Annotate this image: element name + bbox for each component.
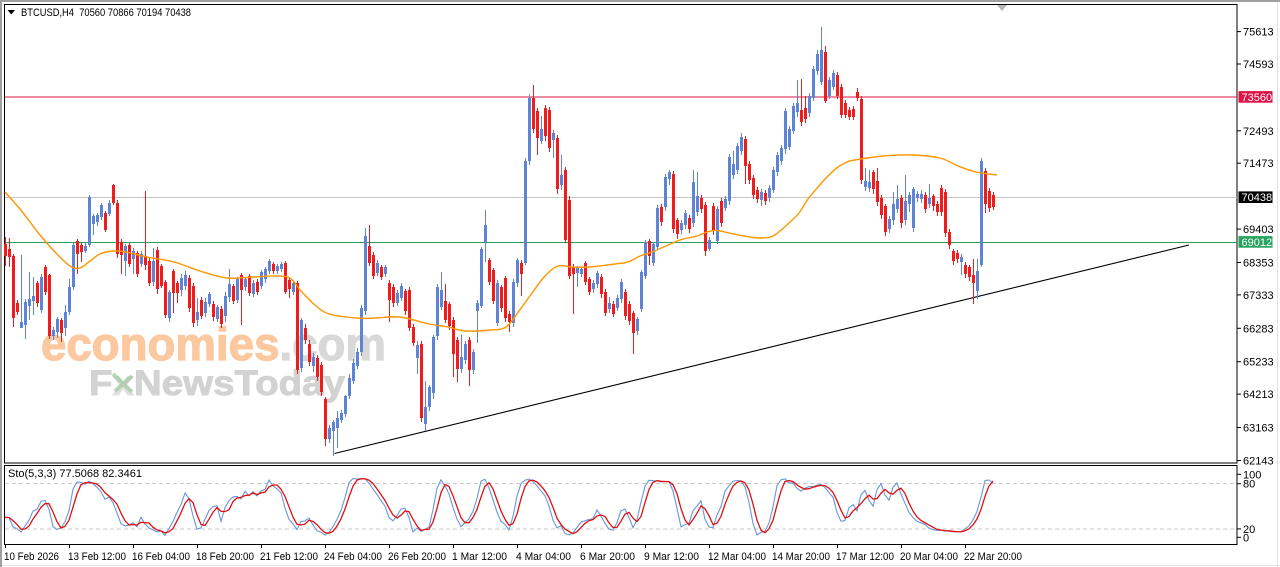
svg-text:63163: 63163 <box>1243 423 1274 435</box>
svg-text:9 Mar 12:00: 9 Mar 12:00 <box>644 551 699 563</box>
svg-text:6 Mar 20:00: 6 Mar 20:00 <box>580 551 635 563</box>
svg-text:80: 80 <box>1243 479 1255 491</box>
svg-text:economies.com: economies.com <box>41 318 386 370</box>
svg-text:22 Mar 20:00: 22 Mar 20:00 <box>964 551 1022 563</box>
svg-text:20: 20 <box>1243 524 1255 536</box>
svg-text:16 Feb 04:00: 16 Feb 04:00 <box>132 551 190 563</box>
svg-text:100: 100 <box>1243 469 1261 481</box>
svg-text:68353: 68353 <box>1243 258 1274 270</box>
svg-text:75613: 75613 <box>1243 27 1274 39</box>
svg-text:21 Feb 12:00: 21 Feb 12:00 <box>260 551 318 563</box>
svg-text:64213: 64213 <box>1243 389 1274 401</box>
svg-text:17 Mar 12:00: 17 Mar 12:00 <box>836 551 894 563</box>
svg-text:10 Feb 2026: 10 Feb 2026 <box>4 551 59 563</box>
svg-text:4 Mar 04:00: 4 Mar 04:00 <box>516 551 571 563</box>
svg-text:69012: 69012 <box>1242 237 1273 249</box>
svg-text:65233: 65233 <box>1243 357 1274 369</box>
svg-text:66283: 66283 <box>1243 323 1274 335</box>
svg-text:74593: 74593 <box>1243 59 1274 71</box>
svg-text:73560: 73560 <box>1242 92 1273 104</box>
svg-text:1 Mar 12:00: 1 Mar 12:00 <box>452 551 507 563</box>
svg-text:12 Mar 04:00: 12 Mar 04:00 <box>708 551 766 563</box>
svg-text:18 Feb 20:00: 18 Feb 20:00 <box>196 551 254 563</box>
svg-text:71473: 71473 <box>1243 158 1274 170</box>
svg-text:Sto(5,3,3) 77.5068 82.3461: Sto(5,3,3) 77.5068 82.3461 <box>8 468 142 480</box>
svg-text:FxNewsToday: FxNewsToday <box>89 363 345 403</box>
svg-text:69403: 69403 <box>1243 224 1274 236</box>
svg-text:13 Feb 12:00: 13 Feb 12:00 <box>68 551 126 563</box>
svg-text:0: 0 <box>1243 532 1249 544</box>
svg-text:70438: 70438 <box>1242 192 1273 204</box>
svg-text:14 Mar 20:00: 14 Mar 20:00 <box>772 551 830 563</box>
svg-text:26 Feb 20:00: 26 Feb 20:00 <box>388 551 446 563</box>
svg-text:24 Feb 04:00: 24 Feb 04:00 <box>324 551 382 563</box>
svg-text:20 Mar 04:00: 20 Mar 04:00 <box>900 551 958 563</box>
svg-text:BTCUSD,H4 70560 70866 70194 7: BTCUSD,H4 70560 70866 70194 70438 <box>21 7 191 19</box>
svg-text:67333: 67333 <box>1243 290 1274 302</box>
svg-text:72493: 72493 <box>1243 126 1274 138</box>
svg-text:62143: 62143 <box>1243 456 1274 468</box>
